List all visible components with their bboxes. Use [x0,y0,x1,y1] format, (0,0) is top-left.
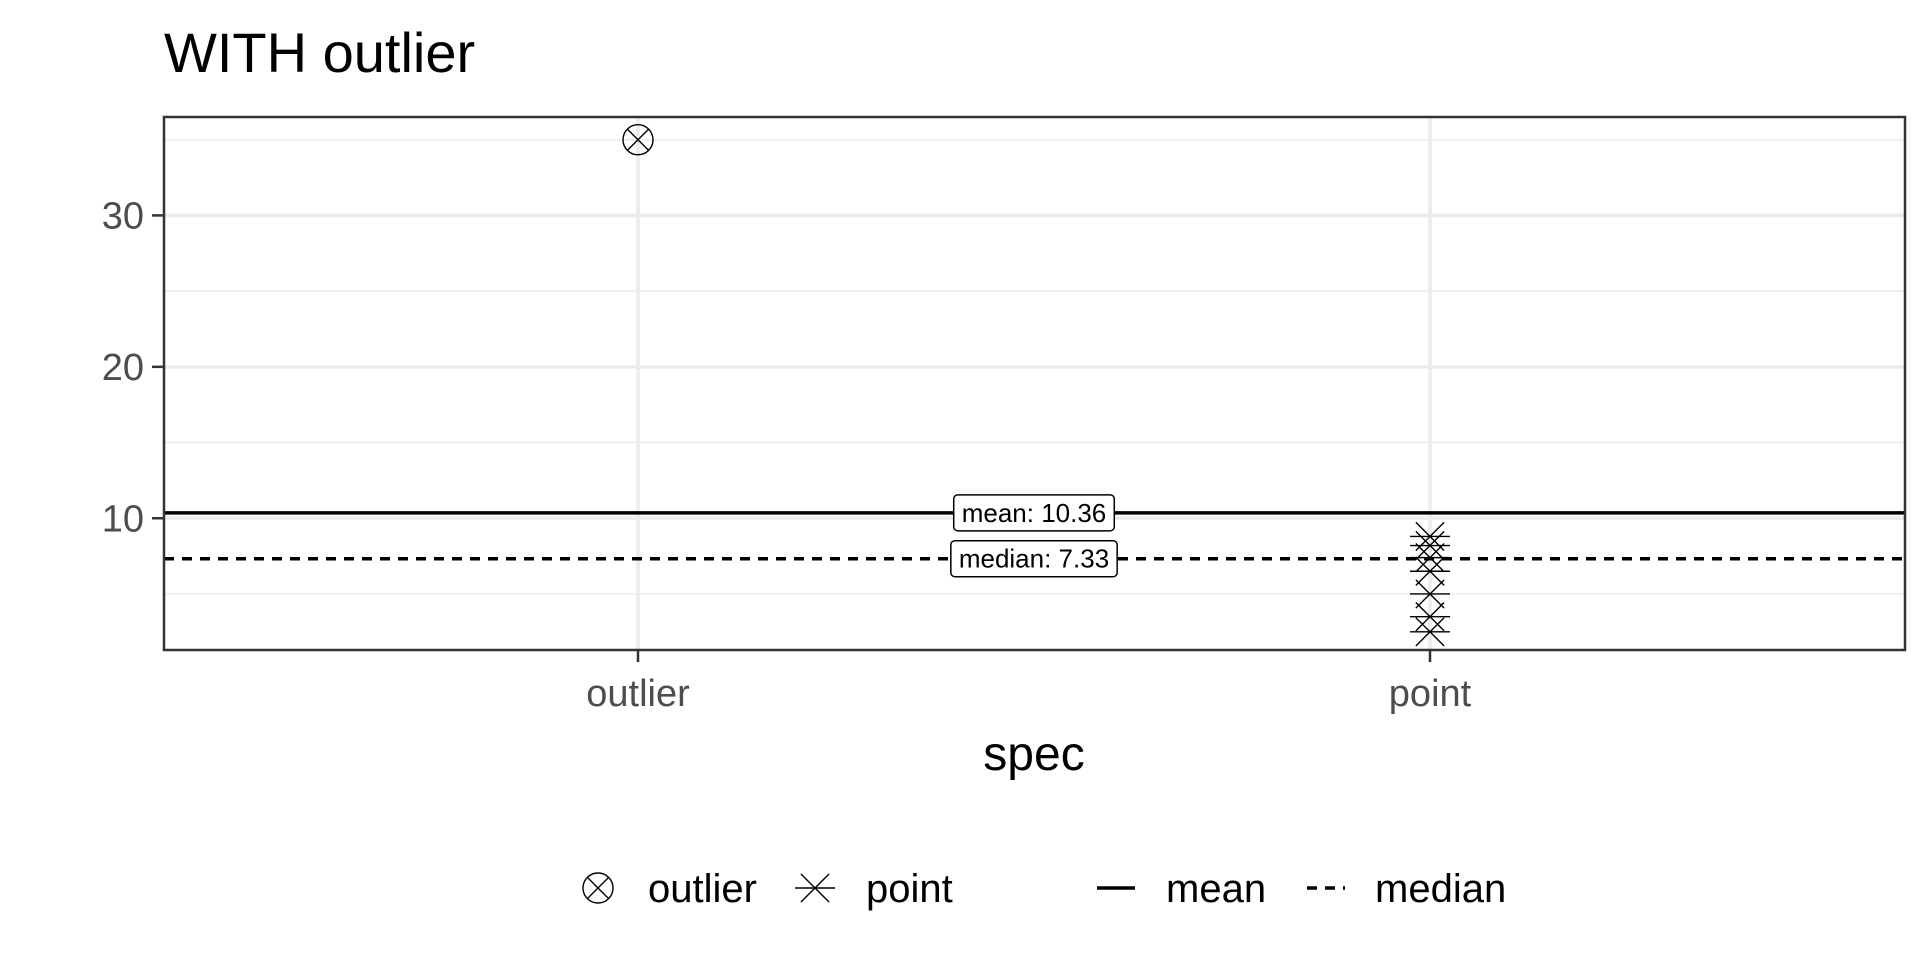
marker-stroke [586,876,610,900]
point-data-point [1410,602,1450,632]
marker-circle [582,872,614,904]
point-data-point [1410,542,1450,573]
data-points [622,124,1450,647]
marker-stroke [800,873,830,903]
point-data-point [1410,579,1450,609]
panel-border [162,115,1907,652]
x-tick-label: outlier [586,673,690,715]
marker-stroke [1415,542,1445,573]
x-axis-title: spec [983,728,1084,781]
chart-title: WITH outlier [164,21,475,84]
y-tick-label: 20 [102,347,144,389]
y-tick-label: 10 [102,498,144,540]
y-tick-label: 30 [102,195,144,237]
outlier-data-point [622,124,654,156]
x-tick-label: point [1389,673,1472,715]
legend: outlier point mean median [582,867,1506,911]
median-label: median: 7.33 [959,544,1109,574]
reference-labels: mean: 10.36 median: 7.33 [950,494,1118,578]
legend-outlier-label: outlier [648,867,757,911]
point-data-point [1410,617,1450,647]
marker-stroke [626,128,650,151]
marker-circle [622,124,654,156]
legend-mean-label: mean [1166,867,1266,911]
marker-stroke [1415,579,1445,609]
legend-point-label: point [866,867,953,911]
mean-label-box [952,494,1116,532]
median-label-box [950,539,1118,578]
legend-outlier-key [582,872,614,904]
legend-median-label: median [1375,867,1506,911]
mean-label: mean: 10.36 [962,498,1107,528]
marker-stroke [1415,521,1445,552]
marker-stroke [1415,602,1445,632]
axes: 10 20 30 outlier point [102,195,1472,715]
marker-stroke [1415,556,1445,586]
point-data-point [1410,521,1450,552]
marker-stroke [1415,617,1445,647]
legend-point-key [795,873,835,903]
